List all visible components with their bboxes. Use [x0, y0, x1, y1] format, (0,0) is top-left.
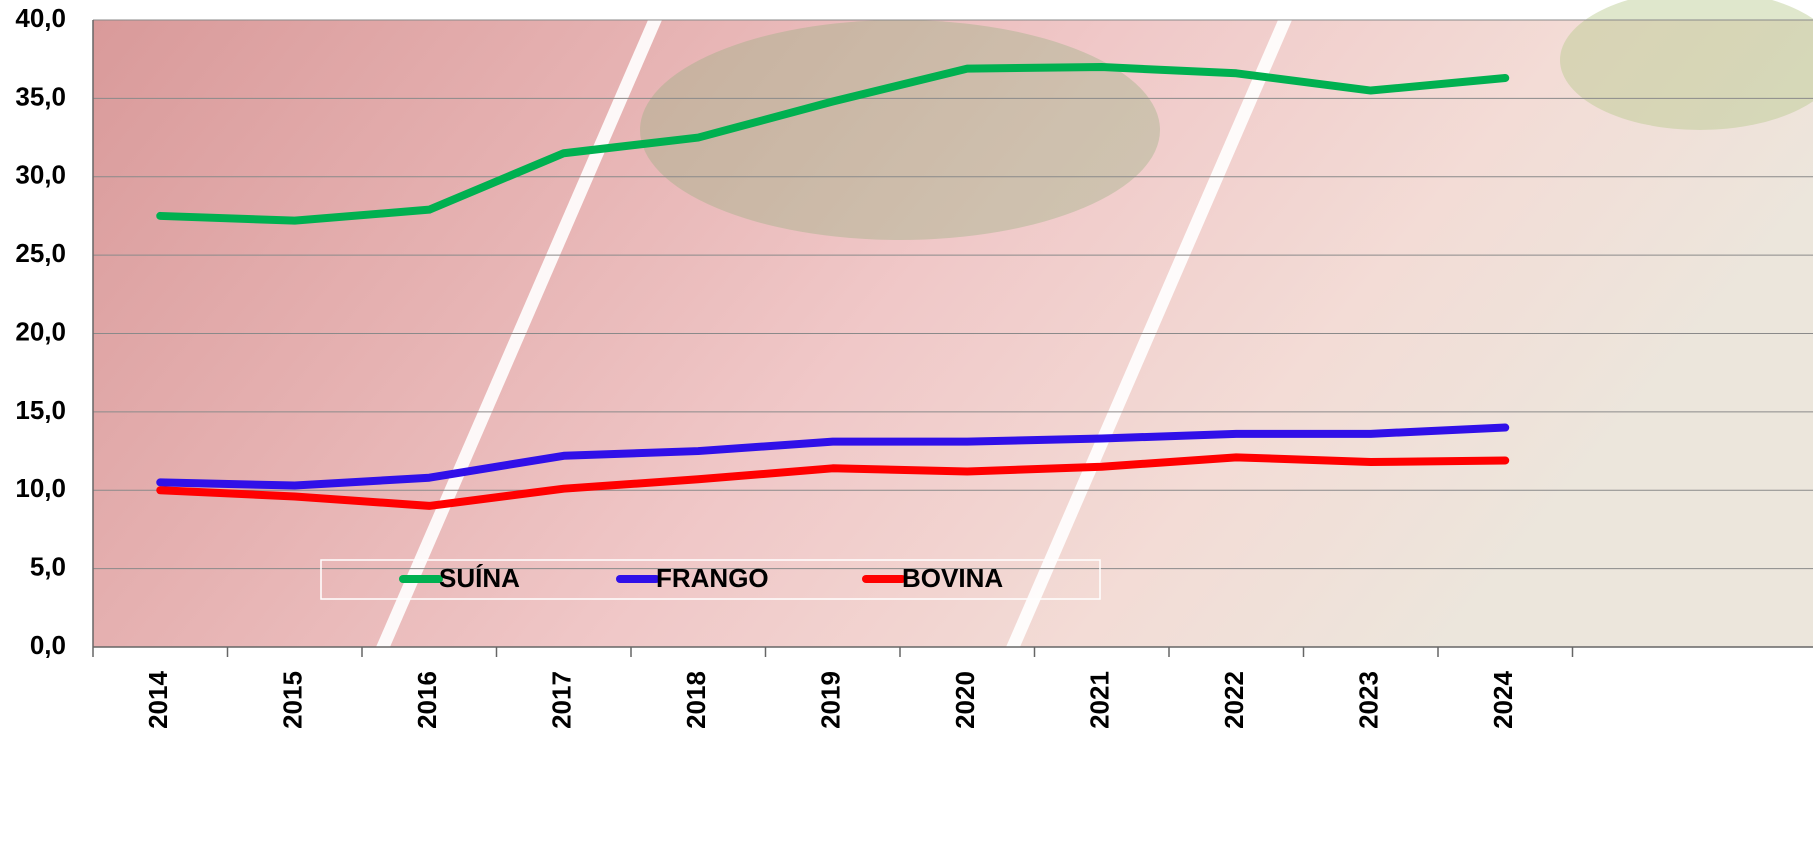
x-tick-label: 2023 [1354, 671, 1384, 729]
legend-label: SUÍNA [439, 563, 520, 593]
grid [93, 19, 1813, 648]
x-tick-label: 2022 [1219, 671, 1249, 729]
y-tick-label: 30,0 [15, 160, 66, 190]
y-tick-label: 20,0 [15, 316, 66, 346]
axes: 0,0 5,0 10,0 15,0 20,0 25,0 30,0 35,0 40,0 2014 20… [15, 3, 1813, 729]
x-tick-label: 2015 [278, 671, 308, 729]
legend-label: BOVINA [902, 563, 1003, 593]
legend: SUÍNA FRANGO BOVINA [320, 559, 1101, 600]
x-tick-label: 2019 [816, 671, 846, 729]
x-tick-label: 2018 [681, 671, 711, 729]
y-tick-label: 35,0 [15, 81, 66, 111]
series-line [156, 63, 1510, 225]
x-tick-label: 2016 [412, 671, 442, 729]
y-tick-label: 25,0 [15, 238, 66, 268]
y-tick-label: 10,0 [15, 473, 66, 503]
series-line [156, 423, 1510, 490]
x-tick-label: 2014 [143, 671, 173, 729]
legend-label: FRANGO [656, 563, 769, 593]
y-tick-label: 0,0 [30, 630, 66, 660]
x-tick-label: 2020 [950, 671, 980, 729]
y-tick-label: 5,0 [30, 552, 66, 582]
y-tick-label: 40,0 [15, 3, 66, 33]
x-tick-label: 2021 [1085, 671, 1115, 729]
legend-box [320, 559, 1101, 600]
y-tick-label: 15,0 [15, 395, 66, 425]
plot-background [93, 0, 1813, 647]
x-tick-label: 2024 [1488, 671, 1518, 729]
series-line [156, 453, 1510, 510]
x-tick-label: 2017 [547, 671, 577, 729]
lines [156, 63, 1510, 510]
